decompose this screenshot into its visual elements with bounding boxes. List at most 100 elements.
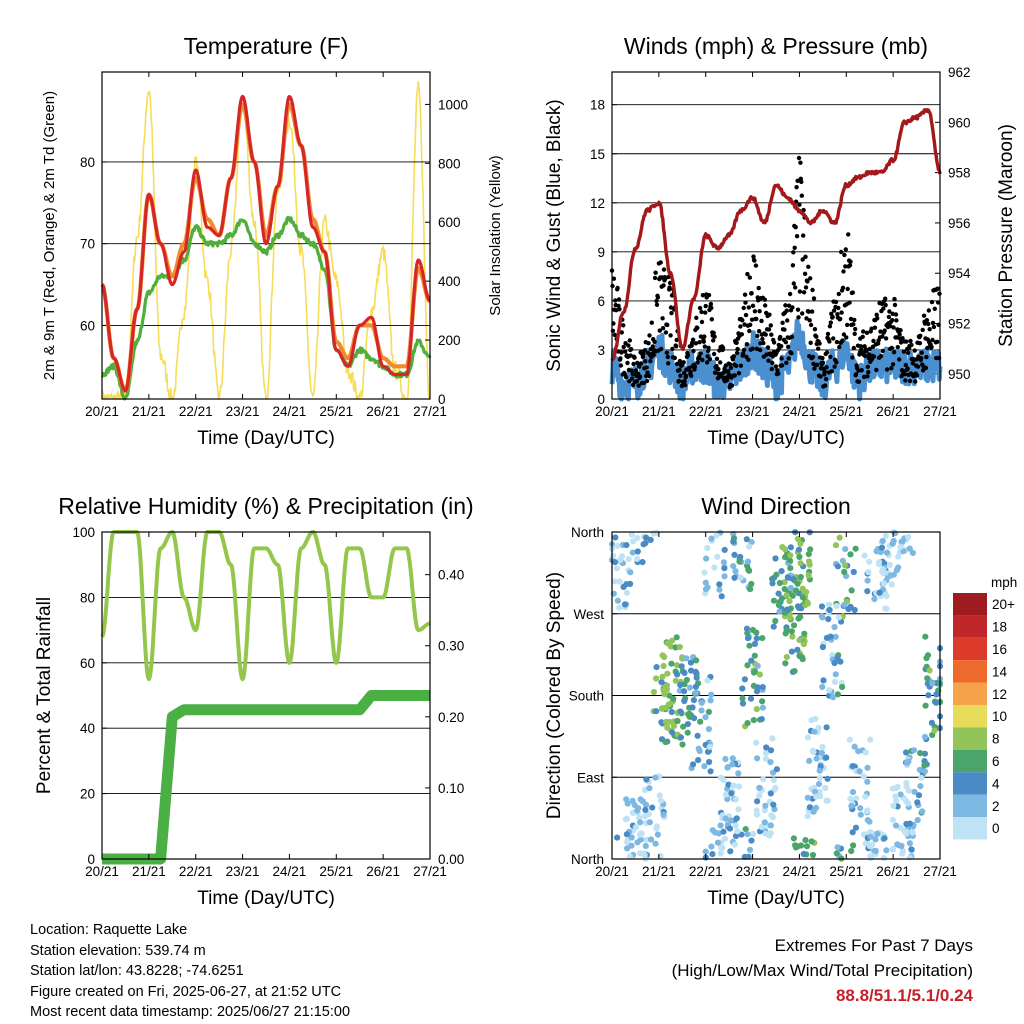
- direction-point: [915, 792, 923, 799]
- direction-point: [690, 761, 697, 768]
- gust-point: [647, 333, 652, 338]
- direction-point: [722, 755, 729, 763]
- direction-point: [796, 652, 803, 660]
- direction-point: [730, 538, 737, 545]
- y-right-tick-label: 952: [948, 317, 971, 332]
- gust-point: [734, 350, 740, 356]
- direction-point: [881, 854, 888, 862]
- gust-point: [866, 370, 871, 375]
- direction-point: [637, 836, 644, 843]
- gust-point: [632, 355, 637, 360]
- direction-point: [805, 558, 813, 565]
- direction-point: [646, 785, 653, 792]
- gust-point: [847, 263, 853, 268]
- direction-point: [679, 741, 686, 748]
- gust-point: [883, 336, 889, 341]
- direction-point: [917, 783, 924, 790]
- gust-point: [800, 311, 805, 316]
- gust-point: [852, 317, 857, 323]
- gust-point: [840, 338, 845, 343]
- direction-point: [698, 699, 705, 706]
- gust-point: [759, 318, 764, 324]
- direction-point: [880, 566, 887, 573]
- direction-point: [721, 565, 728, 572]
- direction-point: [855, 748, 862, 755]
- gust-point: [649, 320, 654, 325]
- direction-point: [674, 671, 681, 678]
- colorbar-swatch: [953, 682, 987, 705]
- gust-point: [621, 344, 626, 350]
- direction-point: [620, 583, 627, 591]
- gust-point: [614, 308, 619, 313]
- direction-point: [921, 768, 929, 775]
- direction-point: [624, 800, 631, 807]
- direction-point: [818, 749, 826, 757]
- colorbar-label: 20+: [992, 597, 1015, 612]
- gust-point: [799, 179, 804, 185]
- direction-point: [794, 646, 801, 653]
- gust-point: [865, 374, 870, 379]
- direction-point: [770, 597, 778, 604]
- colorbar-swatch: [953, 794, 987, 817]
- gust-point: [619, 330, 624, 335]
- direction-point: [662, 738, 669, 746]
- direction-point: [831, 659, 838, 667]
- gust-point: [731, 354, 736, 359]
- gust-point: [794, 185, 799, 190]
- direction-point: [687, 659, 695, 666]
- gust-point: [796, 315, 801, 320]
- gust-point: [678, 373, 683, 378]
- direction-point: [806, 804, 814, 811]
- direction-point: [729, 761, 736, 768]
- gust-point: [841, 332, 847, 337]
- direction-point: [707, 768, 714, 775]
- direction-point: [813, 755, 820, 762]
- x-tick-label: 22/21: [179, 404, 213, 419]
- gust-point: [618, 363, 624, 368]
- gust-point: [791, 250, 796, 255]
- gust-point: [636, 383, 641, 388]
- direction-point: [756, 784, 763, 791]
- gust-point: [807, 318, 812, 323]
- x-tick-label: 27/21: [413, 404, 447, 419]
- gust-point: [763, 303, 768, 308]
- direction-point: [637, 819, 644, 826]
- gust-point: [901, 349, 907, 354]
- gust-point: [840, 285, 846, 290]
- direction-point: [899, 850, 906, 857]
- x-tick-label: 23/21: [736, 404, 770, 419]
- y-tick-label: 100: [72, 525, 95, 540]
- direction-point: [748, 580, 755, 588]
- gust-point: [716, 367, 721, 372]
- temperature-9m-line: [100, 102, 432, 393]
- y-right-tick-label: 962: [948, 65, 971, 80]
- gust-point: [665, 322, 670, 328]
- gust-point: [757, 309, 762, 314]
- gust-point: [641, 351, 646, 356]
- direction-point: [629, 797, 636, 804]
- y-tick-label: 40: [80, 721, 95, 736]
- direction-point: [713, 532, 720, 539]
- direction-point: [670, 723, 678, 730]
- direction-point: [933, 691, 940, 698]
- gust-point: [690, 337, 696, 342]
- gust-point: [695, 325, 700, 331]
- x-tick-label: 25/21: [319, 404, 353, 419]
- gust-point: [795, 178, 800, 183]
- direction-point: [748, 837, 755, 844]
- gust-point: [728, 365, 734, 370]
- direction-point: [753, 635, 760, 642]
- gust-point: [872, 325, 878, 330]
- x-tick-label: 25/21: [829, 864, 863, 879]
- gust-point: [702, 344, 707, 349]
- direction-point: [825, 601, 833, 608]
- direction-point: [787, 552, 794, 559]
- gust-point: [644, 365, 649, 370]
- direction-point: [823, 754, 830, 761]
- gust-point: [739, 332, 744, 337]
- x-tick-label: 26/21: [366, 864, 400, 879]
- direction-point: [796, 553, 803, 561]
- gust-point: [652, 275, 658, 281]
- direction-point: [669, 729, 676, 736]
- direction-point: [787, 584, 794, 592]
